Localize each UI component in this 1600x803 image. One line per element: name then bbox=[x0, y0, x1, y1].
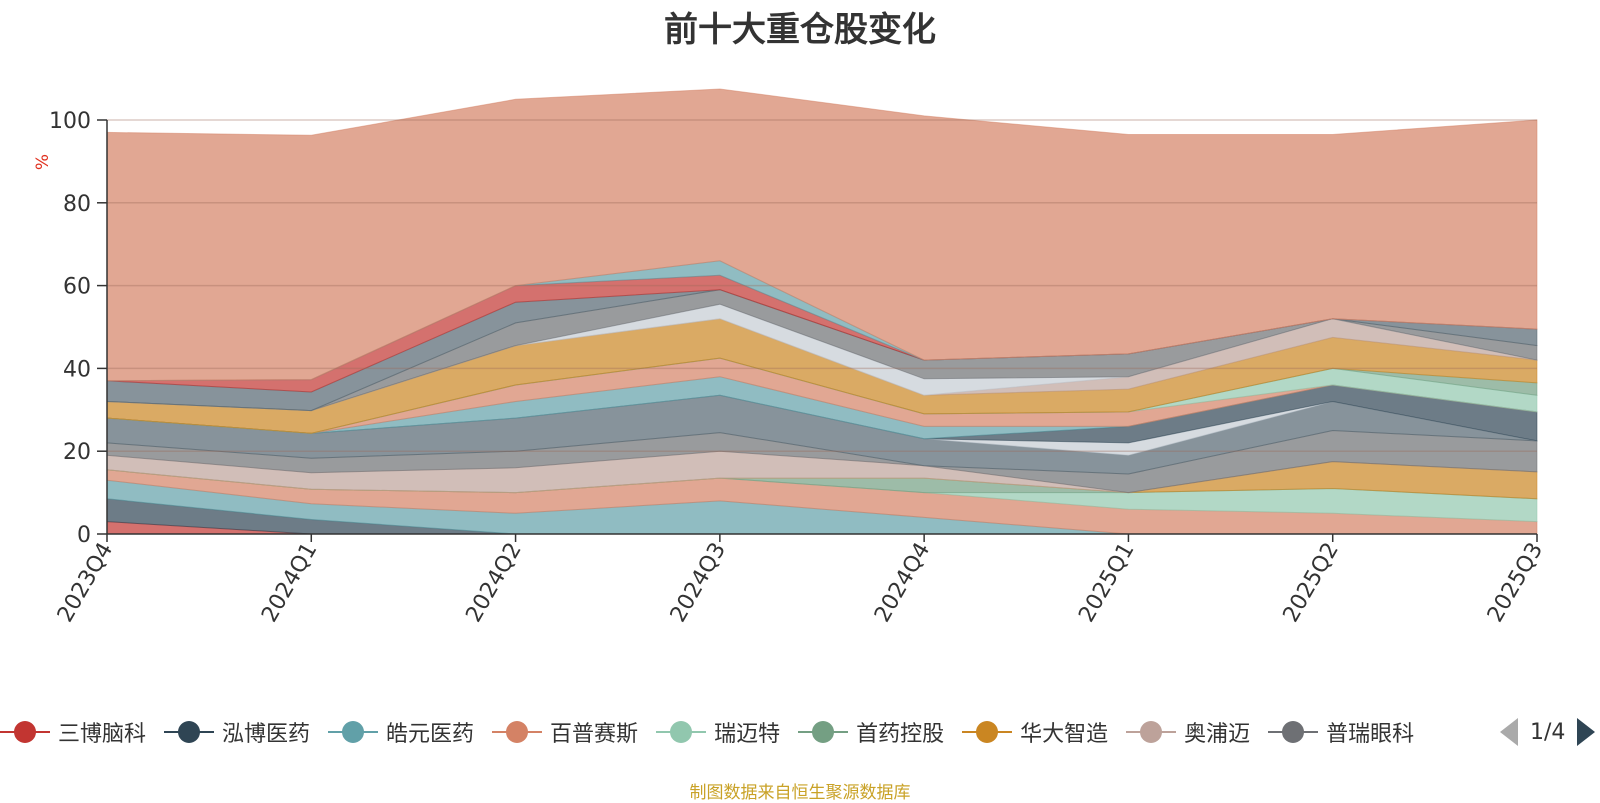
legend-item-8[interactable]: 普瑞眼科 bbox=[1268, 716, 1414, 748]
area-series-23 bbox=[106, 88, 1538, 382]
legend-label: 皓元医药 bbox=[386, 722, 475, 747]
x-tick-label-2024Q1: 2024Q1 bbox=[257, 539, 322, 627]
grid-lines bbox=[107, 119, 1537, 452]
legend-pager: 1/4 bbox=[1500, 712, 1596, 752]
legend-items: 三博脑科 泓博医药 皓元医药 百普赛斯 瑞迈特 首药控股 华大智造 奥浦迈 普瑞眼科 bbox=[0, 712, 1482, 752]
y-tick-label-40: 40 bbox=[63, 357, 91, 382]
legend-label: 百普赛斯 bbox=[550, 722, 639, 747]
legend-item-7[interactable]: 奥浦迈 bbox=[1126, 716, 1250, 748]
chart-title: 前十大重仓股变化 bbox=[664, 10, 936, 50]
legend-marker-icon bbox=[0, 720, 50, 744]
legend-viewport: 三博脑科 泓博医药 皓元医药 百普赛斯 瑞迈特 首药控股 华大智造 奥浦迈 普瑞眼科 bbox=[0, 712, 1482, 752]
legend-label: 华大智造 bbox=[1020, 722, 1109, 747]
legend-marker-icon bbox=[656, 720, 707, 744]
legend-marker-icon bbox=[798, 720, 849, 744]
x-tick-label-2023Q4: 2023Q4 bbox=[53, 539, 118, 627]
y-axis-label: % bbox=[33, 154, 53, 170]
legend: 三博脑科 泓博医药 皓元医药 百普赛斯 瑞迈特 首药控股 华大智造 奥浦迈 普瑞眼科 1/4 bbox=[0, 712, 1600, 752]
legend-prev-page-icon[interactable] bbox=[1500, 718, 1518, 746]
legend-item-6[interactable]: 华大智造 bbox=[962, 716, 1108, 748]
source-note: 制图数据来自恒生聚源数据库 bbox=[689, 783, 911, 803]
legend-next-page-icon[interactable] bbox=[1577, 718, 1596, 746]
y-tick-label-60: 60 bbox=[63, 275, 91, 300]
legend-label: 普瑞眼科 bbox=[1326, 722, 1415, 747]
legend-marker-icon bbox=[328, 720, 379, 744]
x-tick-label-2024Q4: 2024Q4 bbox=[870, 539, 935, 627]
legend-marker-icon bbox=[164, 720, 215, 744]
x-tick-label-2025Q2: 2025Q2 bbox=[1279, 539, 1344, 627]
legend-item-0[interactable]: 三博脑科 bbox=[0, 716, 146, 748]
legend-label: 泓博医药 bbox=[222, 722, 311, 747]
legend-label: 首药控股 bbox=[856, 722, 945, 747]
legend-label: 奥浦迈 bbox=[1184, 722, 1251, 747]
x-tick-label-2024Q2: 2024Q2 bbox=[461, 539, 526, 627]
x-tick-label-2025Q3: 2025Q3 bbox=[1483, 539, 1548, 627]
y-tick-label-20: 20 bbox=[63, 440, 91, 465]
legend-marker-icon bbox=[962, 720, 1013, 744]
x-tick-label-2025Q1: 2025Q1 bbox=[1074, 539, 1139, 627]
stacked-area-chart: 0 20 40 60 80 100 2023Q4 2024Q1 2024Q2 2024Q3 2024… bbox=[33, 88, 1548, 627]
y-tick-label-80: 80 bbox=[63, 192, 91, 217]
y-tick-label-0: 0 bbox=[77, 523, 91, 548]
area-series-group bbox=[106, 88, 1538, 535]
legend-marker-icon bbox=[492, 720, 543, 744]
legend-marker-icon bbox=[1268, 720, 1319, 744]
legend-item-5[interactable]: 首药控股 bbox=[798, 716, 944, 748]
legend-item-2[interactable]: 皓元医药 bbox=[328, 716, 474, 748]
x-tick-label-2024Q3: 2024Q3 bbox=[666, 539, 731, 627]
legend-label: 三博脑科 bbox=[58, 722, 147, 747]
y-tick-label-100: 100 bbox=[49, 109, 91, 134]
legend-marker-icon bbox=[1126, 720, 1177, 744]
legend-item-4[interactable]: 瑞迈特 bbox=[656, 716, 780, 748]
legend-item-1[interactable]: 泓博医药 bbox=[164, 716, 310, 748]
legend-label: 瑞迈特 bbox=[714, 722, 781, 747]
legend-item-3[interactable]: 百普赛斯 bbox=[492, 716, 638, 748]
legend-page-indicator: 1/4 bbox=[1530, 719, 1566, 745]
